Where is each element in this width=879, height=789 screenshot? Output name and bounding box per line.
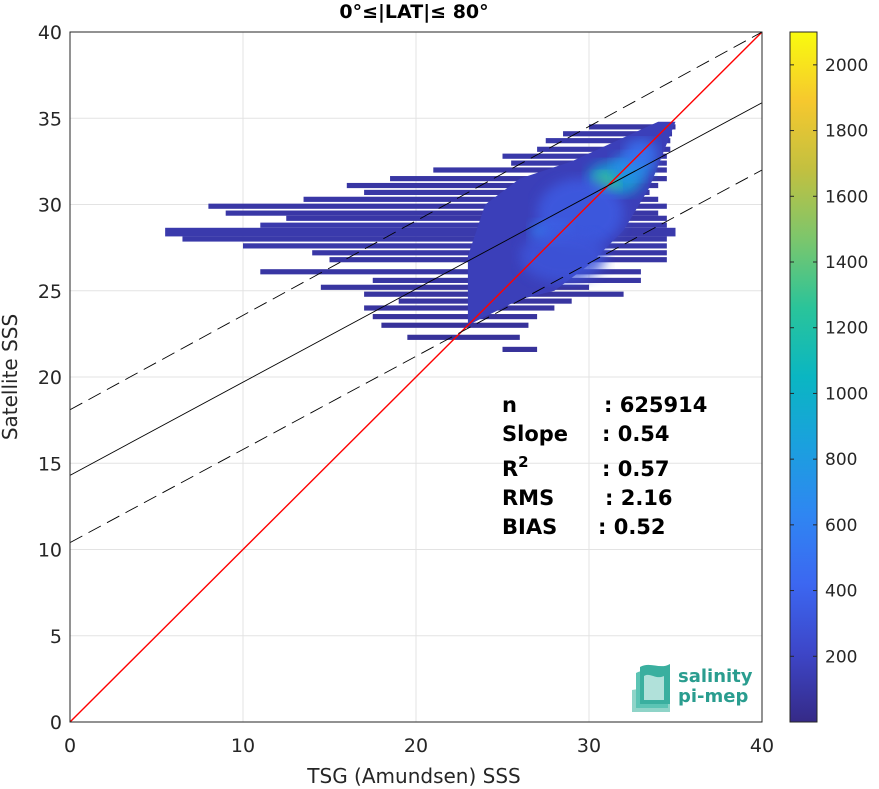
colorbar-tick-label: 200 bbox=[825, 647, 857, 667]
line-fit bbox=[70, 102, 762, 476]
density-band-24 bbox=[381, 322, 529, 328]
y-tick-label: 5 bbox=[50, 626, 62, 648]
stat-label-bias: BIAS bbox=[502, 515, 557, 539]
stat-value-slope: : 0.54 bbox=[602, 422, 670, 446]
stat-value-bias: : 0.52 bbox=[598, 515, 666, 539]
stat-label-slope: Slope bbox=[502, 422, 568, 446]
line-1:1 bbox=[70, 32, 762, 722]
density-band-1 bbox=[182, 236, 667, 242]
density-band-15 bbox=[320, 284, 589, 290]
colorbar-tick-label: 600 bbox=[825, 516, 857, 536]
stat-label-n: n bbox=[502, 393, 517, 417]
density-band-7 bbox=[303, 196, 659, 202]
density-band-0 bbox=[165, 227, 676, 237]
stat-label-rms: RMS bbox=[502, 486, 554, 510]
x-axis-label: TSG (Amundsen) SSS bbox=[306, 764, 520, 788]
y-tick-label: 35 bbox=[38, 108, 62, 130]
plot-frame bbox=[69, 31, 763, 723]
y-tick-label: 10 bbox=[38, 540, 62, 562]
density-band-3 bbox=[225, 210, 659, 216]
density-band-2 bbox=[208, 203, 667, 209]
x-tick-label: 0 bbox=[64, 735, 76, 757]
density-hotspot-6 bbox=[519, 230, 607, 283]
y-tick-label: 15 bbox=[38, 453, 62, 475]
x-tick-label: 20 bbox=[404, 735, 428, 757]
y-tick-label: 30 bbox=[38, 195, 62, 217]
stat-value-r: : 0.57 bbox=[602, 457, 670, 481]
logo-line-2: pi-mep bbox=[678, 686, 748, 707]
density-band-10 bbox=[346, 182, 659, 189]
x-tick-label: 10 bbox=[231, 735, 255, 757]
density-band-28 bbox=[502, 346, 538, 352]
chart-title: 0°≤|LAT|≤ 80° bbox=[339, 1, 488, 23]
logo-line-1: salinity bbox=[678, 666, 753, 687]
colorbar-tick-label: 2000 bbox=[825, 56, 868, 76]
y-axis-label: Satellite SSS bbox=[0, 314, 22, 440]
colorbar-tick-label: 400 bbox=[825, 582, 857, 602]
y-tick-label: 25 bbox=[38, 281, 62, 303]
density-band-9 bbox=[260, 269, 641, 275]
y-tick-label: 0 bbox=[50, 712, 62, 734]
line-fit+2rms bbox=[70, 32, 762, 411]
density-band-26 bbox=[407, 334, 520, 340]
density-scatter bbox=[165, 121, 676, 352]
colorbar-tick-label: 1200 bbox=[825, 319, 868, 339]
colorbar-tick-label: 1800 bbox=[825, 122, 868, 142]
x-tick-label: 40 bbox=[750, 735, 774, 757]
colorbar-ticks: 200 400 600 800 1000 1200 1400 1600 1800 2000 bbox=[790, 56, 868, 667]
wave-logo-icon bbox=[632, 664, 670, 712]
density-band-6 bbox=[286, 215, 667, 221]
density-band-20 bbox=[364, 305, 555, 311]
colorbar-tick-label: 1600 bbox=[825, 187, 868, 207]
regression-lines bbox=[70, 32, 762, 722]
density-band-25 bbox=[545, 138, 671, 144]
density-band-4 bbox=[243, 243, 667, 249]
x-tick-label: 30 bbox=[577, 735, 601, 757]
line-fit-2rms bbox=[70, 169, 762, 543]
density-band-29 bbox=[589, 124, 676, 130]
density-band-27 bbox=[563, 131, 673, 137]
x-tick-labels: 0 10 20 30 40 bbox=[64, 735, 774, 757]
stat-value-n: : 625914 bbox=[604, 393, 707, 417]
salinity-pi-mep-logo: salinity pi-mep bbox=[632, 664, 753, 712]
y-tick-label: 20 bbox=[38, 367, 62, 389]
colorbar-tick-label: 1400 bbox=[825, 253, 868, 273]
colorbar bbox=[789, 31, 818, 723]
y-tick-label: 40 bbox=[38, 22, 62, 44]
stat-value-rms: : 2.16 bbox=[605, 486, 673, 510]
density-band-22 bbox=[372, 314, 538, 320]
density-band-5 bbox=[260, 222, 667, 228]
colorbar-tick-label: 1000 bbox=[825, 384, 868, 404]
colorbar-tick-label: 800 bbox=[825, 450, 857, 470]
y-tick-labels: 0 5 10 15 20 25 30 35 40 bbox=[38, 22, 62, 734]
